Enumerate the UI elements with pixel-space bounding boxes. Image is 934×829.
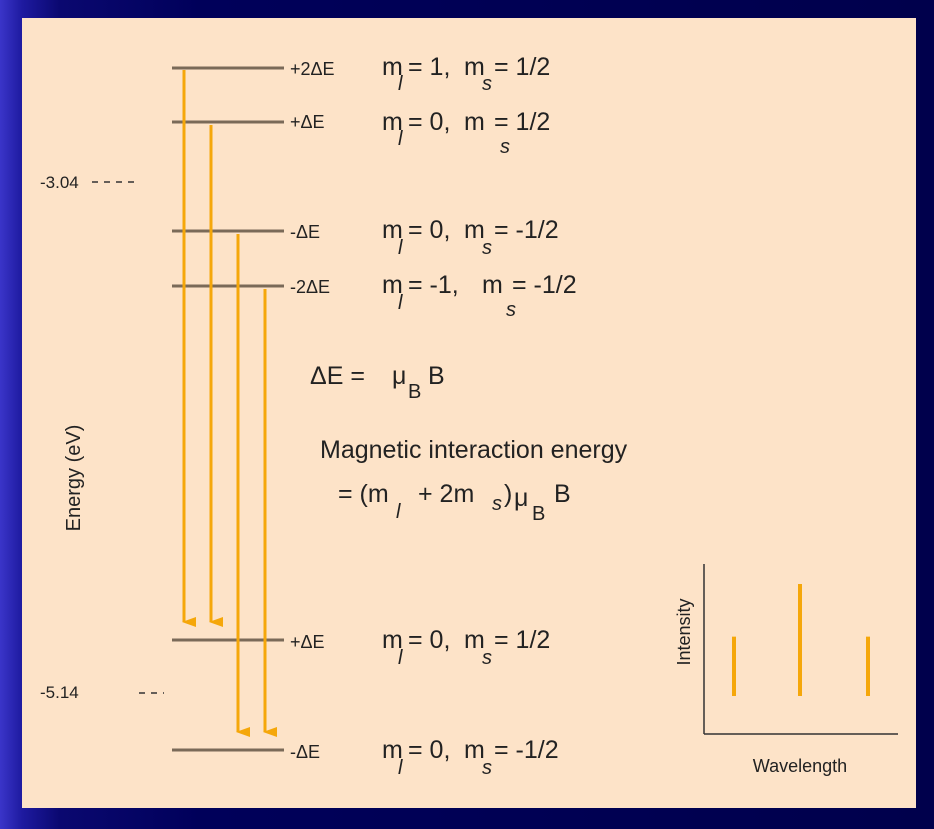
magnetic-energy-title: Magnetic interaction energy bbox=[320, 436, 628, 464]
delta-e-rhs: B bbox=[428, 362, 445, 390]
ms-value: = 1/2 bbox=[494, 108, 550, 136]
ml-symbol: m bbox=[382, 736, 403, 764]
ml-value: = 0, bbox=[408, 736, 450, 764]
ms-symbol: m bbox=[464, 736, 485, 764]
ml-subscript: l bbox=[398, 647, 403, 669]
ml-symbol: m bbox=[382, 216, 403, 244]
ml-subscript: l bbox=[398, 757, 403, 779]
ms-symbol: m bbox=[464, 626, 485, 654]
energy-level-diagram: Energy (eV) -3.04 -5.14 +2ΔE m l = 1, m … bbox=[40, 53, 898, 779]
spectrum-xlabel: Wavelength bbox=[753, 756, 847, 776]
ms-symbol: m bbox=[482, 271, 503, 299]
mu-symbol: μ bbox=[392, 362, 406, 390]
ml-subscript: l bbox=[398, 73, 403, 95]
lower-level-label-2: -ΔE m l = 0, m s = -1/2 bbox=[290, 736, 559, 779]
mu-subscript: B bbox=[408, 381, 421, 403]
ml-symbol: m bbox=[382, 626, 403, 654]
diagram-panel: Energy (eV) -3.04 -5.14 +2ΔE m l = 1, m … bbox=[22, 18, 916, 808]
ms-value: = -1/2 bbox=[494, 736, 559, 764]
level-shift: +ΔE bbox=[290, 112, 325, 132]
ms-subscript: s bbox=[482, 237, 492, 259]
energy-tick-lower: -5.14 bbox=[40, 683, 79, 702]
ml-value: = 0, bbox=[408, 626, 450, 654]
spectrum-ylabel: Intensity bbox=[674, 598, 694, 665]
ml-value: = 0, bbox=[408, 108, 450, 136]
ml-subscript: l bbox=[398, 128, 403, 150]
ms-subscript: s bbox=[506, 299, 516, 321]
ms-subscript: s bbox=[482, 73, 492, 95]
ml-value: = -1, bbox=[408, 271, 459, 299]
upper-level-label-4: -2ΔE m l = -1, m s = -1/2 bbox=[290, 271, 577, 321]
upper-level-label-2: +ΔE m l = 0, m s = 1/2 bbox=[290, 108, 550, 158]
ml-subscript: l bbox=[398, 292, 403, 314]
ms-subscript: s bbox=[500, 136, 510, 158]
ml-symbol: m bbox=[382, 271, 403, 299]
ms-subscript: s bbox=[482, 757, 492, 779]
ms-value: = -1/2 bbox=[512, 271, 577, 299]
eq-part1: = (m bbox=[338, 480, 389, 508]
level-shift: -ΔE bbox=[290, 742, 320, 762]
ml-value: = 1, bbox=[408, 53, 450, 81]
upper-level-label-1: +2ΔE m l = 1, m s = 1/2 bbox=[290, 53, 550, 95]
eq-part3: ) bbox=[504, 480, 512, 508]
level-shift: -ΔE bbox=[290, 222, 320, 242]
mu-subscript: B bbox=[532, 503, 545, 525]
ms-value: = 1/2 bbox=[494, 53, 550, 81]
magnetic-energy-equation: = (m l + 2m s ) μ B B bbox=[338, 480, 571, 525]
spectrum-inset: Intensity Wavelength bbox=[674, 564, 898, 776]
eq-sub-l: l bbox=[396, 501, 401, 523]
energy-tick-upper: -3.04 bbox=[40, 173, 79, 192]
ml-symbol: m bbox=[382, 53, 403, 81]
mu-symbol: μ bbox=[514, 484, 528, 512]
ml-symbol: m bbox=[382, 108, 403, 136]
eq-end: B bbox=[554, 480, 571, 508]
ms-subscript: s bbox=[482, 647, 492, 669]
delta-e-equation: ΔE = μ B B bbox=[310, 362, 445, 403]
level-shift: -2ΔE bbox=[290, 277, 330, 297]
level-shift: +2ΔE bbox=[290, 59, 335, 79]
ms-value: = -1/2 bbox=[494, 216, 559, 244]
upper-level-label-3: -ΔE m l = 0, m s = -1/2 bbox=[290, 216, 559, 259]
ms-value: = 1/2 bbox=[494, 626, 550, 654]
ms-symbol: m bbox=[464, 216, 485, 244]
energy-axis-label: Energy (eV) bbox=[63, 425, 85, 532]
ms-symbol: m bbox=[464, 108, 485, 136]
ms-symbol: m bbox=[464, 53, 485, 81]
ml-subscript: l bbox=[398, 237, 403, 259]
eq-sub-s: s bbox=[492, 493, 502, 515]
delta-e-lhs: ΔE = bbox=[310, 362, 365, 390]
eq-part2: + 2m bbox=[418, 480, 474, 508]
level-shift: +ΔE bbox=[290, 632, 325, 652]
ml-value: = 0, bbox=[408, 216, 450, 244]
lower-level-label-1: +ΔE m l = 0, m s = 1/2 bbox=[290, 626, 550, 669]
